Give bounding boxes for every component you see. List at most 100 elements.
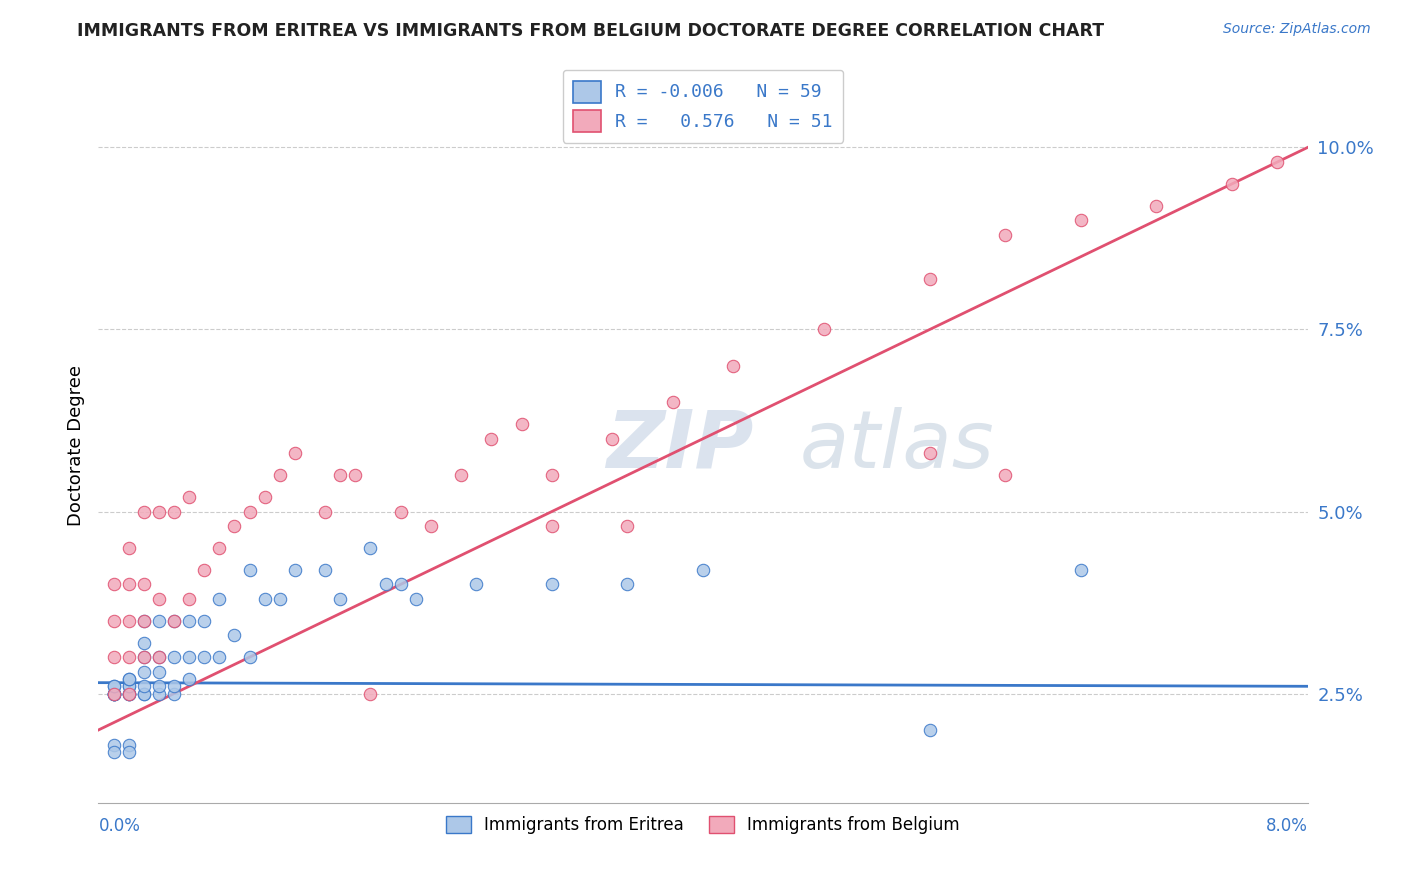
Point — [239, 650, 262, 665]
Point — [148, 650, 170, 665]
Text: 8.0%: 8.0% — [1265, 817, 1308, 835]
Point — [360, 687, 382, 701]
Point — [118, 679, 141, 693]
Point — [193, 650, 215, 665]
Point — [918, 723, 941, 737]
Point — [118, 738, 141, 752]
Point — [148, 504, 170, 518]
Point — [103, 687, 125, 701]
Point — [481, 432, 503, 446]
Point — [1146, 199, 1168, 213]
Point — [132, 650, 155, 665]
Point — [239, 504, 262, 518]
Point — [132, 679, 155, 693]
Point — [118, 650, 141, 665]
Point — [132, 650, 155, 665]
Point — [253, 490, 276, 504]
Point — [616, 519, 638, 533]
Point — [239, 563, 262, 577]
Point — [103, 687, 125, 701]
Point — [284, 563, 307, 577]
Legend: Immigrants from Eritrea, Immigrants from Belgium: Immigrants from Eritrea, Immigrants from… — [439, 809, 967, 841]
Point — [118, 672, 141, 686]
Point — [118, 687, 141, 701]
Point — [1220, 177, 1243, 191]
Point — [193, 614, 215, 628]
Point — [118, 687, 141, 701]
Text: IMMIGRANTS FROM ERITREA VS IMMIGRANTS FROM BELGIUM DOCTORATE DEGREE CORRELATION : IMMIGRANTS FROM ERITREA VS IMMIGRANTS FR… — [77, 22, 1105, 40]
Point — [269, 468, 291, 483]
Point — [813, 322, 835, 336]
Point — [132, 577, 155, 591]
Text: 0.0%: 0.0% — [98, 817, 141, 835]
Point — [661, 395, 683, 409]
Point — [510, 417, 533, 432]
Point — [118, 672, 141, 686]
Point — [103, 687, 125, 701]
Point — [179, 614, 201, 628]
Point — [405, 591, 427, 606]
Point — [193, 563, 215, 577]
Point — [465, 577, 488, 591]
Point — [103, 614, 125, 628]
Point — [1070, 213, 1092, 227]
Point — [344, 468, 367, 483]
Point — [103, 745, 125, 759]
Point — [1267, 155, 1289, 169]
Point — [163, 687, 186, 701]
Point — [314, 563, 336, 577]
Point — [723, 359, 745, 373]
Point — [118, 577, 141, 591]
Point — [224, 519, 246, 533]
Point — [602, 432, 624, 446]
Point — [329, 468, 352, 483]
Point — [118, 687, 141, 701]
Point — [132, 614, 155, 628]
Point — [374, 577, 396, 591]
Point — [118, 745, 141, 759]
Point — [994, 227, 1017, 242]
Point — [450, 468, 472, 483]
Point — [692, 563, 714, 577]
Point — [132, 635, 155, 649]
Point — [314, 504, 336, 518]
Point — [148, 650, 170, 665]
Point — [269, 591, 291, 606]
Point — [103, 687, 125, 701]
Point — [389, 577, 412, 591]
Point — [179, 672, 201, 686]
Point — [132, 614, 155, 628]
Point — [103, 577, 125, 591]
Point — [1070, 563, 1092, 577]
Point — [918, 446, 941, 460]
Point — [224, 628, 246, 642]
Point — [389, 504, 412, 518]
Point — [284, 446, 307, 460]
Point — [540, 468, 562, 483]
Text: Source: ZipAtlas.com: Source: ZipAtlas.com — [1223, 22, 1371, 37]
Point — [148, 665, 170, 679]
Point — [208, 541, 231, 555]
Point — [103, 687, 125, 701]
Point — [118, 541, 141, 555]
Point — [208, 591, 231, 606]
Point — [103, 679, 125, 693]
Point — [918, 271, 941, 285]
Point — [148, 679, 170, 693]
Point — [132, 504, 155, 518]
Point — [103, 650, 125, 665]
Point — [179, 650, 201, 665]
Point — [103, 687, 125, 701]
Point — [103, 679, 125, 693]
Point — [148, 614, 170, 628]
Point — [163, 650, 186, 665]
Point — [148, 687, 170, 701]
Point — [118, 687, 141, 701]
Point — [103, 738, 125, 752]
Point — [132, 687, 155, 701]
Point — [132, 665, 155, 679]
Point — [132, 687, 155, 701]
Point — [163, 614, 186, 628]
Point — [253, 591, 276, 606]
Point — [540, 519, 562, 533]
